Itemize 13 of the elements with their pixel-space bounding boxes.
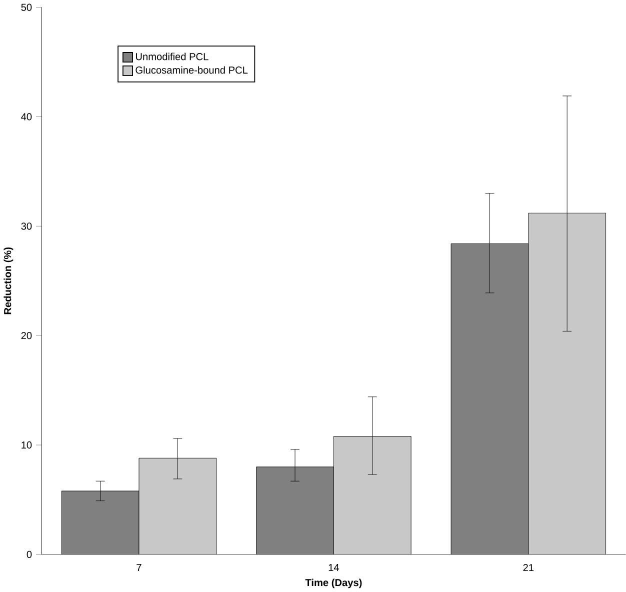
x-tick-label: 7 [136, 564, 142, 571]
y-tick-label: 40 [21, 113, 32, 120]
y-axis-title: Reduction (%) [4, 248, 14, 314]
legend-label: Unmodified PCL [136, 52, 208, 60]
y-tick-label: 50 [21, 4, 32, 11]
y-tick-label: 20 [21, 332, 32, 340]
y-tick-label: 0 [26, 550, 32, 558]
y-tick-label: 30 [21, 222, 32, 230]
x-tick-label: 21 [523, 564, 534, 572]
y-tick-label: 10 [22, 441, 32, 449]
x-axis-title: Time (Days) [305, 578, 362, 588]
legend-label: Glucosamine-bound PCL [136, 66, 248, 74]
x-tick-label: 14 [328, 564, 340, 571]
